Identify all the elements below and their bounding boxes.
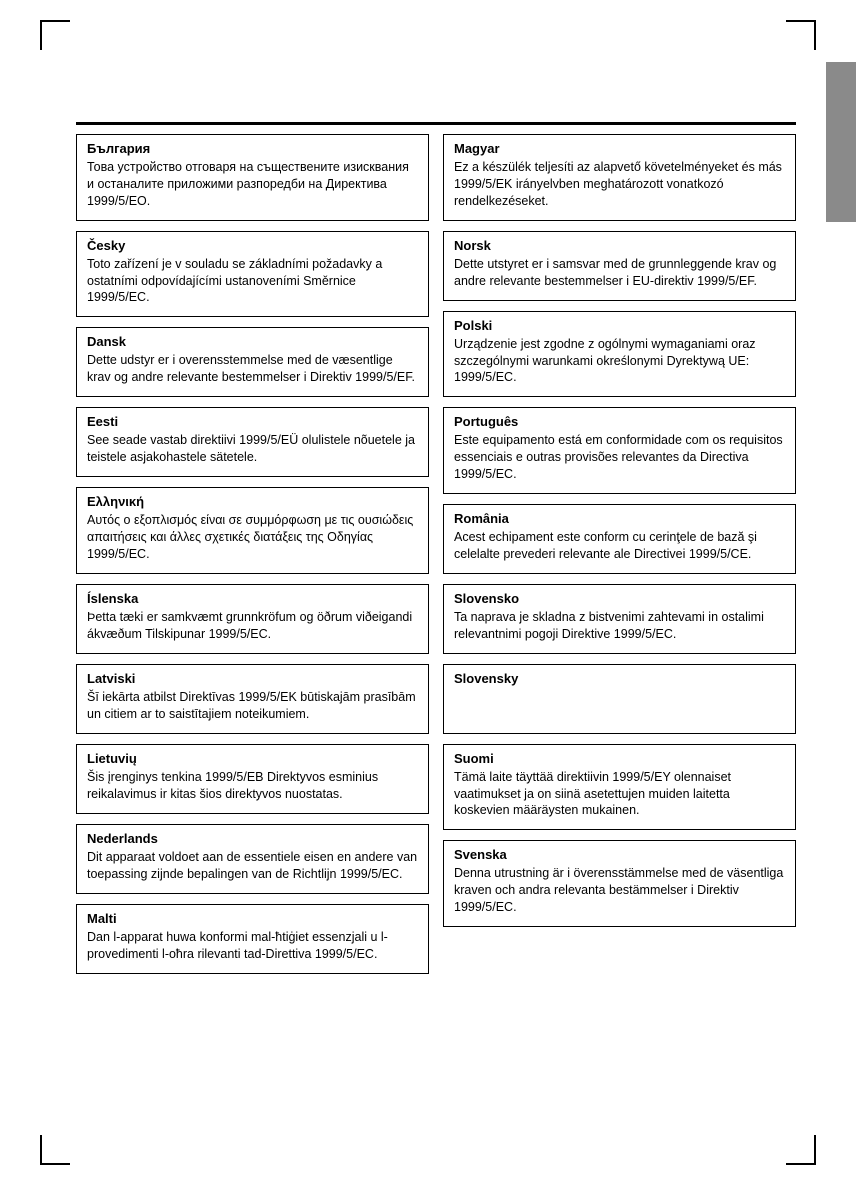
language-label: Latviski (87, 671, 418, 686)
language-label: Slovensko (454, 591, 785, 606)
compliance-text: Ez a készülék teljesíti az alapvető köve… (454, 159, 785, 210)
language-label: Malti (87, 911, 418, 926)
compliance-text: Šis įrenginys tenkina 1999/5/EB Direktyv… (87, 769, 418, 803)
compliance-box: Ελληνική Αυτός ο εξοπλισμός είναι σε συμ… (76, 487, 429, 574)
language-label: Íslenska (87, 591, 418, 606)
compliance-box: Suomi Tämä laite täyttää direktiivin 199… (443, 744, 796, 831)
language-label: Svenska (454, 847, 785, 862)
page-tab (826, 62, 856, 222)
compliance-box: Česky Toto zařízení je v souladu se zákl… (76, 231, 429, 318)
crop-mark (814, 20, 816, 50)
compliance-box: Íslenska Þetta tæki er samkvæmt grunnkrö… (76, 584, 429, 654)
left-column: България Това устройство отговаря на същ… (76, 134, 429, 974)
compliance-box: Magyar Ez a készülék teljesíti az alapve… (443, 134, 796, 221)
crop-mark (786, 1163, 816, 1165)
language-label: България (87, 141, 418, 156)
crop-mark (40, 20, 42, 50)
compliance-box: Lietuvių Šis įrenginys tenkina 1999/5/EB… (76, 744, 429, 814)
language-label: Nederlands (87, 831, 418, 846)
right-column: Magyar Ez a készülék teljesíti az alapve… (443, 134, 796, 974)
compliance-text: Þetta tæki er samkvæmt grunnkröfum og öð… (87, 609, 418, 643)
compliance-box: Latviski Šī iekārta atbilst Direktīvas 1… (76, 664, 429, 734)
compliance-box: България Това устройство отговаря на същ… (76, 134, 429, 221)
compliance-text: Това устройство отговаря на съществените… (87, 159, 418, 210)
compliance-text: Dette utstyret er i samsvar med de grunn… (454, 256, 785, 290)
crop-mark (814, 1135, 816, 1165)
compliance-text: Tämä laite täyttää direktiivin 1999/5/EY… (454, 769, 785, 820)
language-label: Norsk (454, 238, 785, 253)
compliance-text: Toto zařízení je v souladu se základními… (87, 256, 418, 307)
compliance-text: Ta naprava je skladna z bistvenimi zahte… (454, 609, 785, 643)
compliance-box: Norsk Dette utstyret er i samsvar med de… (443, 231, 796, 301)
language-label: Eesti (87, 414, 418, 429)
language-label: Suomi (454, 751, 785, 766)
compliance-text: Dette udstyr er i overensstemmelse med d… (87, 352, 418, 386)
crop-mark (786, 20, 816, 22)
compliance-box: Dansk Dette udstyr er i overensstemmelse… (76, 327, 429, 397)
header-rule (76, 122, 796, 125)
compliance-text: Dan l-apparat huwa konformi mal-ħtiġiet … (87, 929, 418, 963)
compliance-box: Nederlands Dit apparaat voldoet aan de e… (76, 824, 429, 894)
compliance-box: Svenska Denna utrustning är i överensstä… (443, 840, 796, 927)
language-label: Česky (87, 238, 418, 253)
compliance-text: Αυτός ο εξοπλισμός είναι σε συμμόρφωση μ… (87, 512, 418, 563)
language-label: Magyar (454, 141, 785, 156)
compliance-text: Denna utrustning är i överensstämmelse m… (454, 865, 785, 916)
compliance-text: Urządzenie jest zgodne z ogólnymi wymaga… (454, 336, 785, 387)
compliance-text: Dit apparaat voldoet aan de essentiele e… (87, 849, 418, 883)
language-label: România (454, 511, 785, 526)
compliance-box: Slovensko Ta naprava je skladna z bistve… (443, 584, 796, 654)
compliance-box: Slovensky (443, 664, 796, 734)
compliance-box: Eesti See seade vastab direktiivi 1999/5… (76, 407, 429, 477)
language-label: Polski (454, 318, 785, 333)
language-label: Dansk (87, 334, 418, 349)
compliance-text: Acest echipament este conform cu cerinţe… (454, 529, 785, 563)
compliance-box: Polski Urządzenie jest zgodne z ogólnymi… (443, 311, 796, 398)
crop-mark (40, 1135, 42, 1165)
crop-mark (40, 1163, 70, 1165)
compliance-box: România Acest echipament este conform cu… (443, 504, 796, 574)
compliance-text: See seade vastab direktiivi 1999/5/EÜ ol… (87, 432, 418, 466)
language-label: Lietuvių (87, 751, 418, 766)
language-label: Slovensky (454, 671, 785, 686)
compliance-text: Šī iekārta atbilst Direktīvas 1999/5/EK … (87, 689, 418, 723)
compliance-text: Este equipamento está em conformidade co… (454, 432, 785, 483)
compliance-box: Malti Dan l-apparat huwa konformi mal-ħt… (76, 904, 429, 974)
compliance-grid: България Това устройство отговаря на същ… (76, 134, 796, 974)
language-label: Ελληνική (87, 494, 418, 509)
language-label: Português (454, 414, 785, 429)
crop-mark (40, 20, 70, 22)
compliance-box: Português Este equipamento está em confo… (443, 407, 796, 494)
